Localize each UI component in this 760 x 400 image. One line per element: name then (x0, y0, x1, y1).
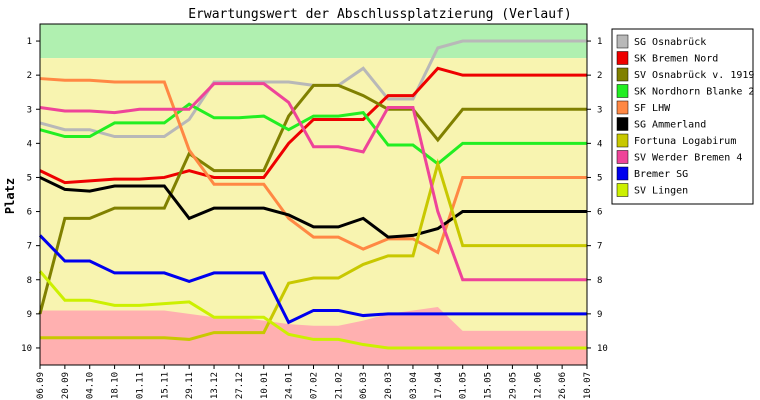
x-tick-label: 20.03 (384, 372, 394, 399)
legend-label: SG Osnabrück (634, 37, 706, 48)
x-ticks: 06.09 20.09 04.10 18.10 01.11 15.11 29.11 13.12… (36, 365, 593, 399)
y-tick-label: 10 (597, 344, 608, 354)
legend-swatch (616, 166, 629, 181)
y-ticks-left: 1 2 3 4 5 6 7 8 9 10 (21, 37, 40, 354)
y-axis-label: Platz (3, 178, 17, 214)
y-tick-label: 5 (597, 173, 602, 183)
series-line (39, 82, 587, 282)
legend-label: SK Bremen Nord (634, 54, 718, 65)
chart-title: Erwartungswert der Abschlussplatzierung … (188, 7, 572, 22)
legend-label: SV Osnabrück v. 1919 (634, 70, 754, 81)
y-tick-label: 3 (27, 105, 32, 115)
series-line (39, 176, 587, 239)
legend-swatch (616, 34, 629, 49)
series-line (38, 270, 587, 350)
zone-bands (40, 24, 587, 365)
x-tick-label: 03.04 (409, 372, 419, 399)
x-tick-label: 29.11 (185, 372, 195, 399)
y-tick-label: 5 (27, 173, 32, 183)
legend-swatch (616, 51, 629, 65)
series-line (39, 66, 587, 185)
legend-label: SV Werder Bremen 4 (634, 153, 742, 164)
legend-swatch (616, 183, 629, 197)
y-tick-label: 9 (597, 310, 602, 320)
y-tick-label: 7 (597, 242, 602, 252)
x-tick-label: 12.06 (533, 372, 543, 399)
x-tick-label: 10.01 (260, 372, 270, 399)
y-tick-label: 8 (597, 276, 602, 286)
legend-swatch (616, 117, 629, 131)
x-tick-label: 21.02 (334, 372, 344, 399)
legend-swatch (616, 84, 629, 98)
series-line (39, 102, 587, 166)
legend-label: Fortuna Logabirum (634, 136, 736, 147)
legend: SG Osnabrück SK Bremen Nord SV Osnabrück v… (611, 28, 754, 205)
legend-label: Bremer SG (634, 169, 688, 180)
x-tick-label: 20.09 (61, 372, 71, 399)
legend-swatch (616, 150, 629, 164)
y-tick-label: 8 (27, 276, 32, 286)
x-tick-label: 24.01 (285, 372, 295, 399)
x-tick-label: 07.02 (310, 372, 320, 399)
x-tick-label: 15.05 (484, 372, 494, 399)
series-line (39, 77, 587, 255)
x-tick-label: 27.12 (235, 372, 245, 399)
risk-area-shape (40, 307, 587, 365)
y-tick-label: 3 (597, 105, 602, 115)
y-ticks-right: 1 2 3 4 5 6 7 8 9 10 (587, 37, 608, 354)
legend-label: SG Ammerland (634, 120, 706, 131)
legend-box (611, 28, 754, 205)
y-tick-label: 1 (597, 37, 602, 47)
y-tick-label: 6 (597, 208, 602, 218)
x-tick-label: 15.11 (160, 372, 170, 399)
y-tick-label: 2 (597, 71, 602, 81)
legend-label: SK Nordhorn Blanke 2 (634, 87, 754, 98)
legend-swatch (616, 133, 629, 148)
x-tick-label: 13.12 (210, 372, 220, 399)
x-tick-label: 04.10 (86, 372, 96, 399)
y-tick-label: 2 (27, 71, 32, 81)
legend-swatch (616, 67, 629, 82)
y-tick-label: 9 (27, 310, 32, 320)
x-tick-label: 06.03 (359, 372, 369, 399)
risk-area (40, 307, 587, 365)
zone-band (40, 58, 587, 331)
x-tick-label: 01.11 (135, 372, 145, 399)
y-tick-label: 10 (21, 344, 32, 354)
x-tick-label: 06.09 (36, 372, 46, 399)
x-tick-label: 29.05 (508, 372, 518, 399)
legend-label: SV Lingen (634, 186, 688, 197)
x-tick-label: 17.04 (434, 372, 444, 399)
y-tick-label: 1 (27, 37, 32, 47)
x-tick-label: 18.10 (111, 372, 121, 399)
series-line (38, 83, 587, 315)
legend-label: SF LHW (634, 103, 671, 114)
x-tick-label: 01.05 (459, 372, 469, 399)
x-tick-label: 10.07 (583, 372, 593, 399)
x-tick-label: 26.06 (558, 372, 568, 399)
y-tick-label: 4 (27, 139, 32, 149)
series-line (40, 158, 587, 341)
series-line (38, 234, 587, 325)
y-tick-label: 7 (27, 242, 32, 252)
y-tick-label: 4 (597, 139, 602, 149)
legend-swatch (616, 100, 629, 115)
y-tick-label: 6 (27, 208, 32, 218)
series-lines (38, 39, 587, 350)
